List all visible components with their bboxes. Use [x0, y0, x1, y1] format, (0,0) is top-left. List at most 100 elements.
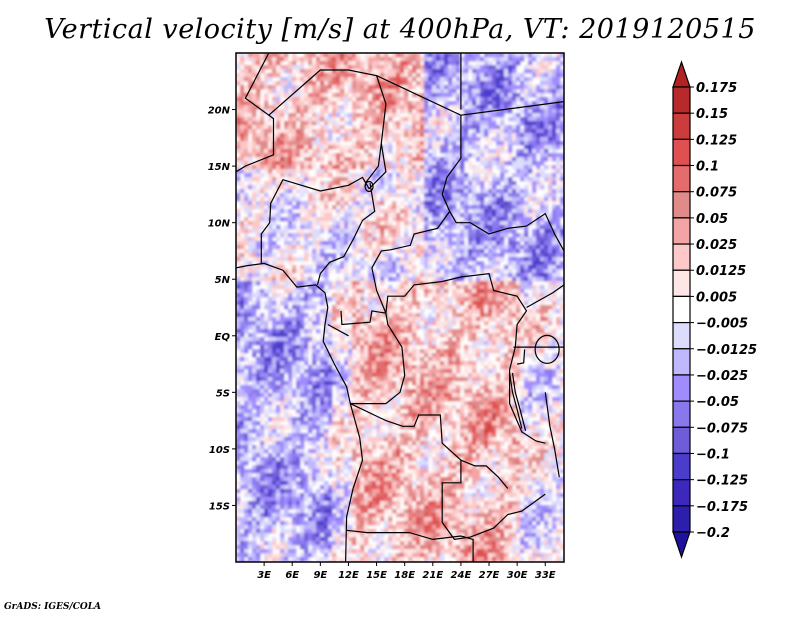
field-cell [276, 89, 281, 94]
field-cell [480, 177, 485, 182]
field-cell [432, 193, 437, 198]
field-cell [272, 177, 277, 182]
field-cell [276, 129, 281, 134]
field-cell [240, 53, 245, 58]
field-cell [236, 61, 241, 66]
field-cell [308, 53, 313, 58]
field-cell [508, 205, 513, 210]
field-cell [448, 77, 453, 82]
field-cell [460, 97, 465, 102]
field-cell [312, 193, 317, 198]
field-cell [292, 121, 297, 126]
field-cell [368, 293, 373, 298]
field-cell [544, 205, 549, 210]
field-cell [352, 93, 357, 98]
field-cell [508, 189, 513, 194]
field-cell [456, 97, 461, 102]
field-cell [536, 65, 541, 70]
field-cell [348, 281, 353, 286]
field-cell [320, 129, 325, 134]
field-cell [372, 97, 377, 102]
field-cell [264, 157, 269, 162]
field-cell [540, 329, 545, 334]
field-cell [424, 101, 429, 106]
field-cell [244, 77, 249, 82]
field-cell [240, 245, 245, 250]
field-cell [332, 117, 337, 122]
field-cell [488, 69, 493, 74]
field-cell [252, 221, 257, 226]
field-cell [500, 321, 505, 326]
field-cell [260, 273, 265, 278]
field-cell [504, 321, 509, 326]
field-cell [504, 77, 509, 82]
field-cell [432, 121, 437, 126]
field-cell [348, 165, 353, 170]
field-cell [500, 245, 505, 250]
field-cell [236, 345, 241, 350]
field-cell [336, 305, 341, 310]
field-cell [276, 325, 281, 330]
field-cell [524, 201, 529, 206]
field-cell [308, 345, 313, 350]
field-cell [416, 277, 421, 282]
field-cell [408, 289, 413, 294]
field-cell [252, 57, 257, 62]
field-cell [472, 253, 477, 258]
field-cell [464, 185, 469, 190]
field-cell [560, 225, 564, 230]
field-cell [312, 161, 317, 166]
field-cell [364, 297, 369, 302]
field-cell [320, 301, 325, 306]
field-cell [520, 129, 525, 134]
field-cell [496, 125, 501, 130]
field-cell [328, 241, 333, 246]
field-cell [336, 325, 341, 330]
field-cell [336, 289, 341, 294]
field-cell [392, 193, 397, 198]
field-cell [332, 241, 337, 246]
field-cell [312, 165, 317, 170]
field-cell [252, 213, 257, 218]
field-cell [312, 65, 317, 70]
field-cell [500, 301, 505, 306]
field-cell [272, 257, 277, 262]
field-cell [268, 77, 273, 82]
field-cell [268, 221, 273, 226]
field-cell [440, 129, 445, 134]
field-cell [520, 157, 525, 162]
field-cell [492, 269, 497, 274]
field-cell [560, 61, 564, 66]
field-cell [424, 113, 429, 118]
field-cell [524, 161, 529, 166]
field-cell [536, 273, 541, 278]
field-cell [440, 281, 445, 286]
field-cell [276, 317, 281, 322]
field-cell [284, 305, 289, 310]
field-cell [260, 113, 265, 118]
field-cell [400, 329, 405, 334]
field-cell [520, 109, 525, 114]
field-cell [532, 209, 537, 214]
field-cell [468, 53, 473, 58]
field-cell [244, 145, 249, 150]
field-cell [396, 333, 401, 338]
field-cell [452, 137, 457, 142]
field-cell [332, 257, 337, 262]
field-cell [324, 57, 329, 62]
field-cell [248, 241, 253, 246]
field-cell [344, 189, 349, 194]
field-cell [288, 245, 293, 250]
field-cell [436, 97, 441, 102]
field-cell [316, 229, 321, 234]
field-cell [260, 173, 265, 178]
field-cell [472, 241, 477, 246]
field-cell [432, 89, 437, 94]
field-cell [492, 253, 497, 258]
field-cell [500, 253, 505, 258]
field-cell [492, 129, 497, 134]
field-cell [548, 249, 553, 254]
field-cell [480, 201, 485, 206]
field-cell [336, 313, 341, 318]
field-cell [340, 105, 345, 110]
